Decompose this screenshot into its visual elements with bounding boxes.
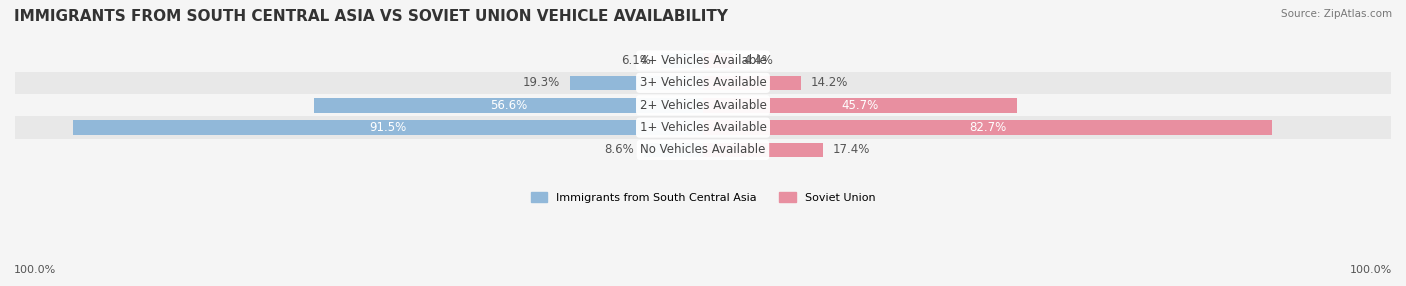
Bar [73, 120, 703, 135]
Text: 3+ Vehicles Available: 3+ Vehicles Available [640, 76, 766, 90]
Text: 6.1%: 6.1% [621, 54, 651, 67]
Bar [703, 98, 1018, 112]
Text: Source: ZipAtlas.com: Source: ZipAtlas.com [1281, 9, 1392, 19]
Bar [703, 76, 800, 90]
Text: 17.4%: 17.4% [832, 144, 870, 156]
Bar [703, 120, 1272, 135]
FancyBboxPatch shape [15, 116, 1391, 139]
FancyBboxPatch shape [15, 49, 1391, 72]
FancyBboxPatch shape [15, 72, 1391, 94]
FancyBboxPatch shape [15, 94, 1391, 116]
Bar [661, 53, 703, 68]
Text: 4+ Vehicles Available: 4+ Vehicles Available [640, 54, 766, 67]
Legend: Immigrants from South Central Asia, Soviet Union: Immigrants from South Central Asia, Sovi… [530, 192, 876, 202]
Text: 4.4%: 4.4% [744, 54, 773, 67]
Text: 56.6%: 56.6% [489, 99, 527, 112]
FancyBboxPatch shape [15, 139, 1391, 161]
Text: 91.5%: 91.5% [370, 121, 406, 134]
Text: 100.0%: 100.0% [14, 265, 56, 275]
Text: 100.0%: 100.0% [1350, 265, 1392, 275]
Text: 1+ Vehicles Available: 1+ Vehicles Available [640, 121, 766, 134]
Bar [703, 53, 734, 68]
Bar [703, 143, 823, 157]
Text: 19.3%: 19.3% [523, 76, 560, 90]
Text: 45.7%: 45.7% [842, 99, 879, 112]
Text: 2+ Vehicles Available: 2+ Vehicles Available [640, 99, 766, 112]
Bar [644, 143, 703, 157]
Text: 8.6%: 8.6% [603, 144, 634, 156]
Text: 14.2%: 14.2% [811, 76, 848, 90]
Text: 82.7%: 82.7% [969, 121, 1007, 134]
Text: IMMIGRANTS FROM SOUTH CENTRAL ASIA VS SOVIET UNION VEHICLE AVAILABILITY: IMMIGRANTS FROM SOUTH CENTRAL ASIA VS SO… [14, 9, 728, 23]
Text: No Vehicles Available: No Vehicles Available [640, 144, 766, 156]
Bar [314, 98, 703, 112]
Bar [571, 76, 703, 90]
